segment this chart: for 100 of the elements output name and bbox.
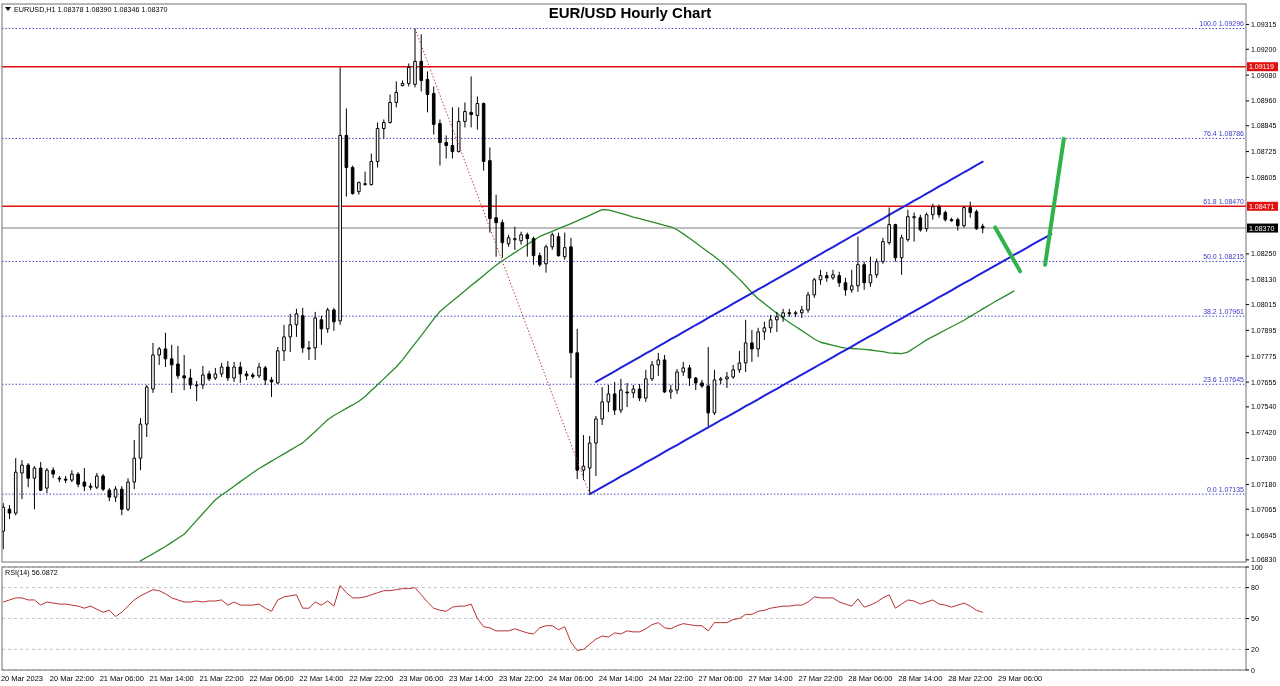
candlestick	[113, 485, 118, 503]
candlestick	[906, 209, 910, 243]
candlestick	[531, 236, 536, 266]
candlestick	[918, 214, 923, 233]
candlestick	[288, 313, 293, 353]
candlestick	[307, 340, 311, 361]
candlestick	[818, 269, 823, 286]
candlestick	[494, 194, 498, 258]
line-series	[2, 585, 984, 651]
candlestick	[800, 305, 804, 319]
candlestick	[450, 106, 455, 159]
candlestick	[575, 328, 580, 480]
candlestick	[325, 307, 330, 334]
candlestick	[88, 482, 93, 491]
candlestick	[912, 212, 916, 243]
candlestick	[637, 383, 642, 402]
line-series	[414, 28, 591, 495]
candlestick	[625, 382, 629, 408]
candlestick	[332, 307, 336, 332]
candlestick	[463, 101, 467, 128]
candlestick	[693, 376, 698, 391]
candlestick	[144, 384, 149, 438]
candlestick	[406, 62, 411, 88]
candlestick	[718, 376, 723, 385]
candlestick	[251, 372, 255, 380]
candlestick	[955, 217, 960, 232]
candlestick	[612, 381, 617, 416]
candlestick	[57, 475, 62, 483]
candlestick	[881, 237, 885, 265]
candlestick	[544, 244, 548, 274]
candlestick	[388, 93, 392, 125]
candlestick	[775, 311, 779, 333]
candlestick	[500, 219, 505, 259]
candlestick	[163, 332, 168, 368]
candlestick	[207, 370, 211, 382]
candlestick	[756, 327, 760, 358]
candlestick	[812, 277, 817, 299]
line-series	[139, 208, 1015, 562]
candlestick	[375, 121, 380, 169]
candlestick	[668, 384, 673, 400]
candlestick	[382, 118, 386, 139]
candlestick	[506, 234, 511, 248]
candlestick	[300, 307, 305, 354]
candlestick	[400, 79, 405, 88]
candlestick	[793, 310, 798, 318]
candlestick	[394, 80, 399, 108]
candlestick	[525, 232, 530, 258]
candlestick	[868, 256, 873, 288]
candlestick	[63, 475, 68, 484]
candlestick	[924, 212, 929, 233]
candlestick	[862, 261, 866, 291]
candlestick	[606, 384, 611, 413]
candlestick	[431, 86, 436, 136]
candlestick	[338, 66, 342, 326]
candlestick	[581, 434, 586, 481]
candlestick	[537, 252, 542, 268]
candlestick	[357, 181, 361, 196]
candlestick	[662, 354, 667, 394]
candlestick	[38, 461, 43, 492]
candlestick	[194, 380, 199, 402]
chart-title: EUR/USD Hourly Chart	[548, 4, 712, 21]
candlestick	[419, 33, 424, 92]
candlestick	[824, 271, 829, 283]
candlestick	[644, 369, 648, 403]
candlestick	[294, 308, 299, 338]
candlestick	[737, 350, 742, 374]
candlestick	[943, 210, 948, 223]
candlestick	[213, 367, 218, 381]
candlestick	[937, 204, 941, 219]
candlestick	[425, 70, 430, 113]
candlestick	[569, 237, 573, 379]
candlestick	[70, 469, 74, 483]
candlestick	[369, 153, 374, 187]
candlestick	[656, 352, 661, 377]
candlestick	[962, 206, 966, 229]
candlestick	[856, 236, 860, 293]
candlestick	[887, 207, 891, 246]
candlestick	[475, 95, 480, 131]
candlestick	[687, 364, 692, 387]
candlestick	[45, 467, 49, 494]
candlestick	[831, 269, 835, 281]
candlestick	[750, 329, 754, 363]
candlestick	[275, 346, 280, 385]
candlestick	[350, 165, 355, 196]
candlestick	[26, 462, 30, 488]
candlestick	[232, 361, 236, 383]
candlestick	[513, 226, 517, 251]
candlestick	[444, 134, 448, 159]
candlestick	[119, 485, 124, 516]
candlestick	[931, 203, 935, 221]
candlestick	[101, 473, 105, 492]
candlestick	[706, 346, 711, 427]
candlestick	[438, 118, 442, 167]
candlestick	[837, 271, 842, 288]
candlestick	[806, 291, 810, 314]
candlestick	[319, 315, 324, 346]
candlestick	[781, 308, 785, 323]
candlestick	[244, 370, 249, 381]
candlestick	[182, 354, 186, 391]
candlestick	[968, 201, 973, 219]
